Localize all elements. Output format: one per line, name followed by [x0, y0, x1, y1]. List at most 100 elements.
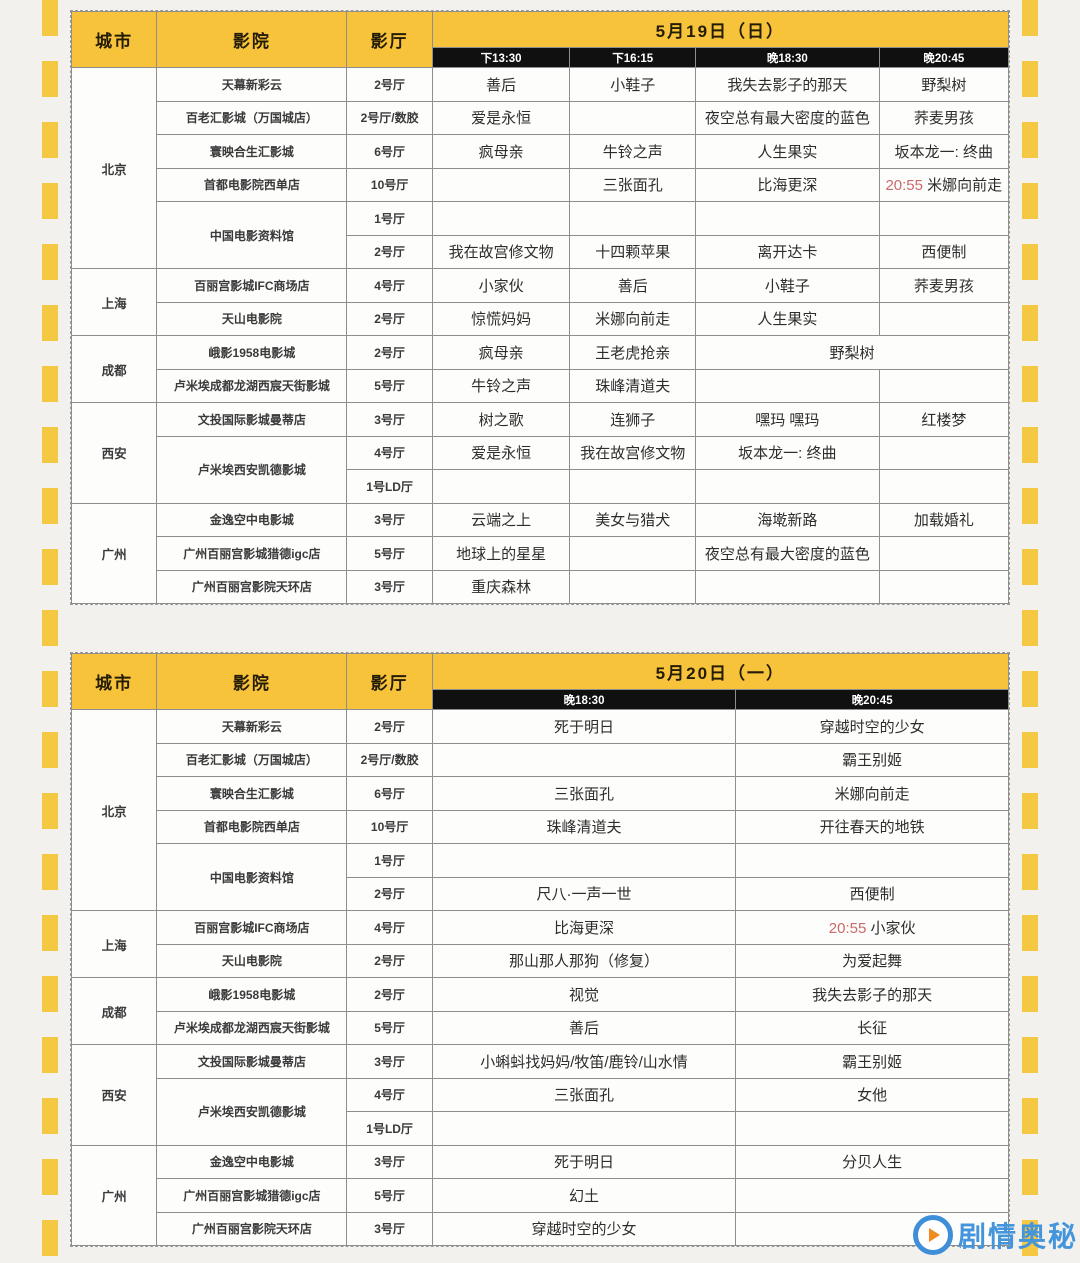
hall-cell: 3号厅	[346, 569, 433, 604]
table-row: 成都 峨影1958电影城 2号厅 视觉 我失去影子的那天	[70, 977, 1009, 1045]
table-row: 天山电影院 2号厅 惊慌妈妈 米娜向前走 人生果实	[72, 301, 1010, 336]
hall-cell: 2号厅	[346, 943, 433, 978]
movie-cell: 野梨树	[695, 335, 1009, 370]
cinema-cell: 寰映合生汇影城	[156, 776, 348, 811]
movie-cell: 小鞋子	[569, 67, 697, 102]
schedule-table-may20: 城市 影院 影厅 5月20日（一） 晚18:30 晚20:45 北京 天幕新彩云 2号厅 死于明日…	[70, 653, 1010, 1246]
table-row: 百老汇影城（万国城店） 2号厅/数胶 霸王别姬	[72, 742, 1009, 777]
hall-cell: 5号厅	[346, 1010, 433, 1045]
column-header: 影院	[156, 11, 348, 68]
column-header: 影厅	[346, 653, 433, 710]
table-row: 中国电影资料馆 1号厅	[72, 201, 1010, 269]
column-header: 影厅	[346, 11, 433, 68]
movie-cell: 小鞋子	[695, 268, 880, 303]
cinema-cell: 广州百丽宫影院天环店	[156, 1211, 348, 1246]
movie-cell: 疯母亲	[431, 335, 571, 370]
cinema-cell: 广州百丽宫影城猎德igc店	[156, 536, 348, 571]
movie-cell	[878, 368, 1010, 403]
movie-cell	[431, 1111, 737, 1146]
table-row: 北京 天幕新彩云 2号厅 善后 小鞋子 我失去影子的那天 野梨树	[70, 67, 1010, 269]
table-row: 上海 百丽宫影城IFC商场店 4号厅 小家伙 善后 小鞋子 荞麦男孩	[70, 268, 1010, 336]
movie-cell: 加载婚礼	[878, 502, 1010, 537]
hall-cell: 1号厅	[346, 843, 433, 878]
time-header: 晚18:30	[695, 47, 880, 68]
movie-cell: 死于明日	[431, 1144, 737, 1179]
table-row: 2号厅 我在故宫修文物 十四颗苹果 离开达卡 西便制	[72, 234, 1010, 269]
movie-cell	[878, 435, 1010, 470]
movie-cell	[569, 469, 697, 504]
movie-cell: 20:55 小家伙	[735, 910, 1009, 945]
table-row: 广州 金逸空中电影城 3号厅 云端之上 美女与猎犬 海墘新路 加载婚礼	[70, 502, 1010, 604]
movie-cell	[878, 536, 1010, 571]
movie-cell: 爱是永恒	[431, 435, 571, 470]
table-row: 首都电影院西单店 10号厅 三张面孔 比海更深 20:55 米娜向前走	[72, 167, 1010, 202]
cinema-cell: 金逸空中电影城	[156, 1144, 348, 1179]
movie-cell: 连狮子	[569, 402, 697, 437]
cinema-cell: 金逸空中电影城	[156, 502, 348, 537]
movie-cell: 海墘新路	[695, 502, 880, 537]
cinema-cell: 卢米埃成都龙湖西宸天街影城	[156, 368, 348, 403]
movie-cell	[735, 1111, 1009, 1146]
movie-cell: 地球上的星星	[431, 536, 571, 571]
movie-cell: 坂本龙一: 终曲	[878, 134, 1010, 169]
cinema-cell: 中国电影资料馆	[156, 201, 348, 269]
movie-cell: 长征	[735, 1010, 1009, 1045]
movie-cell: 善后	[431, 67, 571, 102]
table-row: 广州百丽宫影城猎德igc店 5号厅 地球上的星星 夜空总有最大密度的蓝色	[72, 536, 1010, 571]
movie-cell	[695, 201, 880, 236]
movie-cell: 人生果实	[695, 301, 880, 336]
movie-cell: 我在故宫修文物	[569, 435, 697, 470]
movie-cell: 米娜向前走	[735, 776, 1009, 811]
movie-cell	[735, 1178, 1009, 1213]
schedule-table-may19: 城市 影院 影厅 5月19日（日） 下13:30 下16:15 晚18:30 晚20:45 北京…	[70, 11, 1010, 604]
hall-cell: 4号厅	[346, 435, 433, 470]
cinema-cell: 峨影1958电影城	[156, 977, 348, 1012]
movie-cell	[735, 843, 1009, 878]
cinema-cell: 天山电影院	[156, 943, 348, 978]
hall-cell: 5号厅	[346, 1178, 433, 1213]
movie-cell: 三张面孔	[569, 167, 697, 202]
table-row: 北京 天幕新彩云 2号厅 死于明日 穿越时空的少女	[70, 709, 1009, 911]
film-strip-dashes-left	[42, 0, 58, 1263]
cinema-cell: 天幕新彩云	[156, 67, 348, 102]
cinema-cell: 百丽宫影城IFC商场店	[156, 910, 348, 945]
city-cell: 成都	[70, 335, 158, 403]
movie-cell	[695, 569, 880, 604]
movie-cell: 惊慌妈妈	[431, 301, 571, 336]
movie-cell: 三张面孔	[431, 776, 737, 811]
cinema-cell: 文投国际影城曼蒂店	[156, 402, 348, 437]
table-row: 2号厅 尺八·一声一世 西便制	[72, 876, 1009, 911]
cinema-cell: 首都电影院西单店	[156, 809, 348, 844]
movie-cell	[878, 469, 1010, 504]
movie-cell: 善后	[569, 268, 697, 303]
hall-cell: 3号厅	[346, 1211, 433, 1246]
movie-cell	[878, 569, 1010, 604]
movie-cell: 比海更深	[431, 910, 737, 945]
cinema-cell: 文投国际影城曼蒂店	[156, 1044, 348, 1079]
column-header: 影院	[156, 653, 348, 710]
table-row: 寰映合生汇影城 6号厅 三张面孔 米娜向前走	[72, 776, 1009, 811]
highlighted-showtime: 20:55	[828, 919, 871, 937]
movie-cell	[569, 100, 697, 135]
city-cell: 广州	[70, 502, 158, 604]
movie-cell: 死于明日	[431, 709, 737, 744]
table-row: 卢米埃西安凯德影城 4号厅 三张面孔 女他	[72, 1077, 1009, 1146]
movie-cell: 小家伙	[431, 268, 571, 303]
time-header: 晚18:30	[431, 689, 737, 710]
schedule-table-may20-wrapper: 城市 影院 影厅 5月20日（一） 晚18:30 晚20:45 北京 天幕新彩云 2号厅 死于明日…	[70, 652, 1010, 1247]
table-row: 1号LD厅	[72, 1111, 1009, 1146]
hall-cell: 6号厅	[346, 776, 433, 811]
movie-cell: 人生果实	[695, 134, 880, 169]
film-strip-dashes-right	[1022, 0, 1038, 1263]
movie-cell: 野梨树	[878, 67, 1010, 102]
table-row: 卢米埃西安凯德影城 4号厅 爱是永恒 我在故宫修文物 坂本龙一: 终曲	[72, 435, 1010, 504]
hall-cell: 2号厅	[346, 977, 433, 1012]
movie-cell: 西便制	[735, 876, 1009, 911]
movie-cell: 嘿玛 嘿玛	[695, 402, 880, 437]
movie-cell	[569, 201, 697, 236]
hall-cell: 3号厅	[346, 1144, 433, 1179]
cinema-cell: 天山电影院	[156, 301, 348, 336]
watermark-logo-icon	[912, 1215, 953, 1255]
table-row: 中国电影资料馆 1号厅	[72, 843, 1009, 911]
table-row: 成都 峨影1958电影城 2号厅 疯母亲 王老虎抢亲 野梨树	[70, 335, 1009, 403]
